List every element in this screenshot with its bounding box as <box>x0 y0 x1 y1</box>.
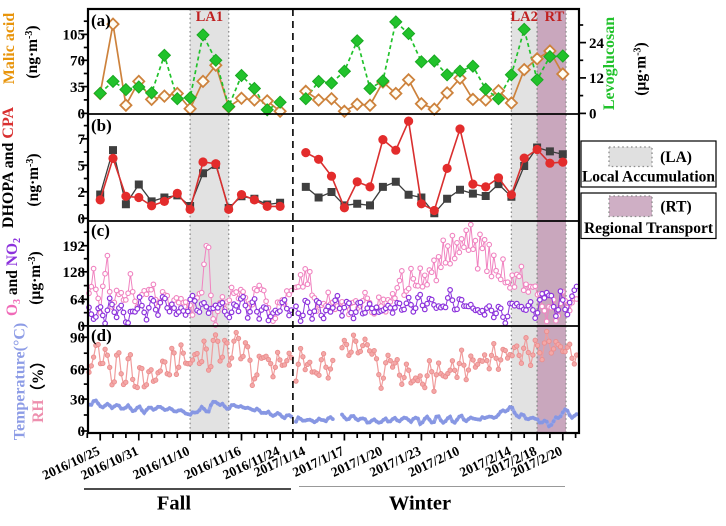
svg-text:RH（%）: RH（%） <box>29 353 47 423</box>
svg-text:O3 and NO2: O3 and NO2 <box>4 238 23 316</box>
svg-text:LA2: LA2 <box>510 9 537 25</box>
svg-text:105: 105 <box>63 28 86 44</box>
svg-text:Malic acid: Malic acid <box>1 13 18 85</box>
svg-text:Winter: Winter <box>389 493 451 515</box>
svg-text:(d): (d) <box>91 326 112 345</box>
svg-text:70: 70 <box>70 54 85 70</box>
svg-text:RT: RT <box>545 9 565 25</box>
svg-text:5: 5 <box>78 159 86 175</box>
svg-text:60: 60 <box>70 362 85 378</box>
svg-text:(RT): (RT) <box>660 199 691 216</box>
svg-text:64: 64 <box>70 293 86 309</box>
svg-text:(a): (a) <box>91 11 111 30</box>
svg-text:(b): (b) <box>91 116 112 135</box>
svg-text:0: 0 <box>78 319 86 335</box>
svg-text:30: 30 <box>70 392 85 408</box>
svg-text:128: 128 <box>63 265 86 281</box>
svg-text:24: 24 <box>589 36 605 52</box>
svg-text:Local Accumulation: Local Accumulation <box>582 169 715 186</box>
svg-text:35: 35 <box>70 80 85 96</box>
svg-text:Levoglucosan: Levoglucosan <box>601 17 618 110</box>
svg-text:Temperature(°C): Temperature(°C) <box>12 323 29 440</box>
svg-text:Regional Transport: Regional Transport <box>584 220 714 237</box>
svg-text:7: 7 <box>78 132 86 148</box>
svg-text:0: 0 <box>589 107 597 123</box>
svg-text:192: 192 <box>63 239 86 255</box>
svg-text:12: 12 <box>589 71 604 87</box>
svg-text:(LA): (LA) <box>660 149 692 166</box>
svg-text:0: 0 <box>78 107 86 123</box>
svg-text:90: 90 <box>70 331 85 347</box>
svg-text:DHOPA and CPA: DHOPA and CPA <box>0 106 17 228</box>
svg-text:2: 2 <box>78 185 86 201</box>
svg-text:0: 0 <box>78 424 86 440</box>
svg-text:0: 0 <box>78 212 86 228</box>
svg-text:Fall: Fall <box>157 493 191 515</box>
svg-text:LA1: LA1 <box>196 9 223 25</box>
svg-text:(c): (c) <box>91 221 110 240</box>
